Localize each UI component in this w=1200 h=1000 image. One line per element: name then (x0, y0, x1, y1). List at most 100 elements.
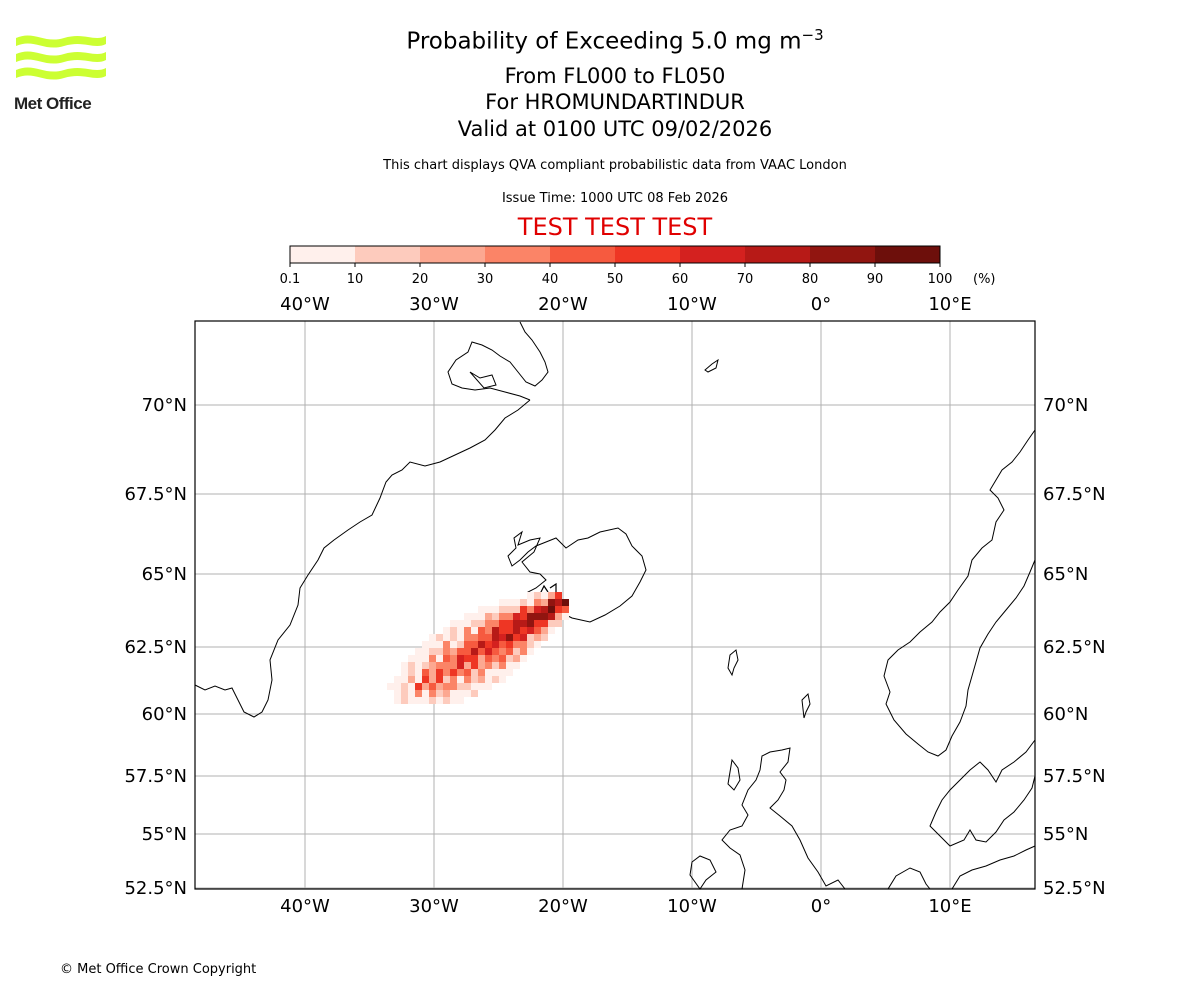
faroe-islands (727, 649, 739, 677)
probability-cell (415, 697, 422, 704)
probability-cell (429, 683, 436, 690)
probability-cell (534, 634, 541, 641)
probability-cell (471, 641, 478, 648)
probability-cell (429, 655, 436, 662)
probability-cell (429, 641, 436, 648)
probability-cell (548, 592, 555, 599)
colorbar-tick-label: 20 (412, 272, 429, 287)
probability-cell (450, 676, 457, 683)
probability-cell (499, 648, 506, 655)
probability-cell (471, 613, 478, 620)
probability-cell (534, 613, 541, 620)
scandinavia-coastline (883, 429, 1036, 890)
probability-cell (464, 676, 471, 683)
probability-cell (478, 676, 485, 683)
probability-cell (443, 627, 450, 634)
colorbar-tick-label: 70 (737, 272, 754, 287)
probability-cell (450, 634, 457, 641)
probability-cell (415, 648, 422, 655)
probability-cell (422, 697, 429, 704)
probability-cell (499, 662, 506, 669)
probability-cell (408, 683, 415, 690)
probability-cell (520, 627, 527, 634)
probability-cell (450, 648, 457, 655)
probability-cell (527, 648, 534, 655)
latitude-label-left: 62.5°N (124, 637, 187, 658)
probability-cell (520, 641, 527, 648)
probability-cell (520, 613, 527, 620)
longitude-label-bottom: 40°W (280, 896, 330, 917)
probability-cell (471, 627, 478, 634)
probability-cell (471, 662, 478, 669)
probability-cell (499, 634, 506, 641)
latitude-label-right: 55°N (1043, 824, 1088, 845)
probability-cell (471, 683, 478, 690)
probability-cell (443, 634, 450, 641)
probability-cell (534, 599, 541, 606)
probability-cell (520, 599, 527, 606)
probability-cell (492, 669, 499, 676)
probability-cell (541, 634, 548, 641)
probability-cell (422, 669, 429, 676)
probability-cell (422, 683, 429, 690)
probability-cell (471, 648, 478, 655)
probability-cell (548, 620, 555, 627)
probability-cell (492, 620, 499, 627)
probability-cell (485, 613, 492, 620)
probability-cell (443, 690, 450, 697)
colorbar-tick-label: 30 (477, 272, 494, 287)
probability-cell (408, 690, 415, 697)
colorbar-segment (355, 246, 421, 263)
probability-cell (506, 641, 513, 648)
probability-cell (443, 683, 450, 690)
probability-cell (478, 627, 485, 634)
probability-cell (541, 620, 548, 627)
probability-cell (527, 634, 534, 641)
latitude-label-left: 55°N (142, 824, 187, 845)
longitude-label-bottom: 10°E (928, 896, 971, 917)
longitude-label-bottom: 20°W (538, 896, 588, 917)
probability-cell (485, 669, 492, 676)
probability-cell (429, 676, 436, 683)
probability-cell (485, 620, 492, 627)
probability-cell (520, 606, 527, 613)
probability-cell (457, 669, 464, 676)
probability-cell (464, 648, 471, 655)
issue-time: Issue Time: 1000 UTC 08 Feb 2026 (501, 191, 729, 206)
probability-cell (513, 627, 520, 634)
probability-cell (471, 690, 478, 697)
greenland-island (469, 371, 497, 389)
probability-cell (478, 648, 485, 655)
longitude-label-top: 40°W (280, 294, 330, 315)
probability-cell (541, 627, 548, 634)
probability-cell (492, 662, 499, 669)
latitude-label-right: 65°N (1043, 564, 1088, 585)
colorbar-tick-label: 60 (672, 272, 689, 287)
latitude-label-left: 65°N (142, 564, 187, 585)
probability-cell (450, 641, 457, 648)
probability-cell (541, 599, 548, 606)
greenland-coastline (194, 321, 549, 718)
probability-cell (429, 662, 436, 669)
latitude-label-right: 62.5°N (1043, 637, 1106, 658)
probability-cell (443, 676, 450, 683)
latitude-label-right: 67.5°N (1043, 484, 1106, 505)
probability-cell (436, 669, 443, 676)
probability-cell (520, 634, 527, 641)
probability-cell (457, 676, 464, 683)
probability-cell (499, 606, 506, 613)
colorbar-segment (550, 246, 616, 263)
longitude-label-top: 30°W (409, 294, 459, 315)
probability-cell (527, 592, 534, 599)
probability-cell (485, 634, 492, 641)
probability-cell (485, 606, 492, 613)
probability-cell (527, 620, 534, 627)
probability-cell (401, 683, 408, 690)
probability-cell (534, 592, 541, 599)
probability-cell (555, 613, 562, 620)
probability-cell (492, 606, 499, 613)
probability-cell (436, 690, 443, 697)
probability-cell (506, 627, 513, 634)
probability-cell (457, 627, 464, 634)
